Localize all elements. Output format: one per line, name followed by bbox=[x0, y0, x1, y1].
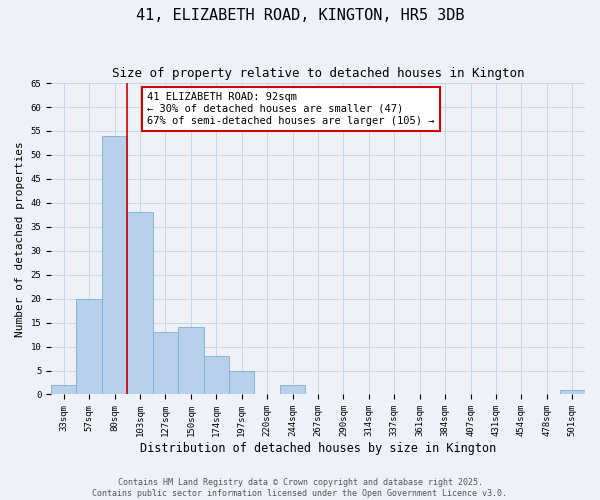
Y-axis label: Number of detached properties: Number of detached properties bbox=[15, 141, 25, 336]
X-axis label: Distribution of detached houses by size in Kington: Distribution of detached houses by size … bbox=[140, 442, 496, 455]
Bar bbox=[203, 356, 229, 395]
Text: Contains HM Land Registry data © Crown copyright and database right 2025.
Contai: Contains HM Land Registry data © Crown c… bbox=[92, 478, 508, 498]
Bar bbox=[76, 298, 102, 394]
Bar bbox=[280, 385, 305, 394]
Bar bbox=[51, 385, 76, 394]
Bar bbox=[102, 136, 127, 394]
Bar bbox=[127, 212, 153, 394]
Title: Size of property relative to detached houses in Kington: Size of property relative to detached ho… bbox=[112, 68, 524, 80]
Bar bbox=[560, 390, 585, 394]
Bar bbox=[178, 328, 203, 394]
Text: 41, ELIZABETH ROAD, KINGTON, HR5 3DB: 41, ELIZABETH ROAD, KINGTON, HR5 3DB bbox=[136, 8, 464, 22]
Text: 41 ELIZABETH ROAD: 92sqm
← 30% of detached houses are smaller (47)
67% of semi-d: 41 ELIZABETH ROAD: 92sqm ← 30% of detach… bbox=[147, 92, 434, 126]
Bar bbox=[153, 332, 178, 394]
Bar bbox=[229, 370, 254, 394]
